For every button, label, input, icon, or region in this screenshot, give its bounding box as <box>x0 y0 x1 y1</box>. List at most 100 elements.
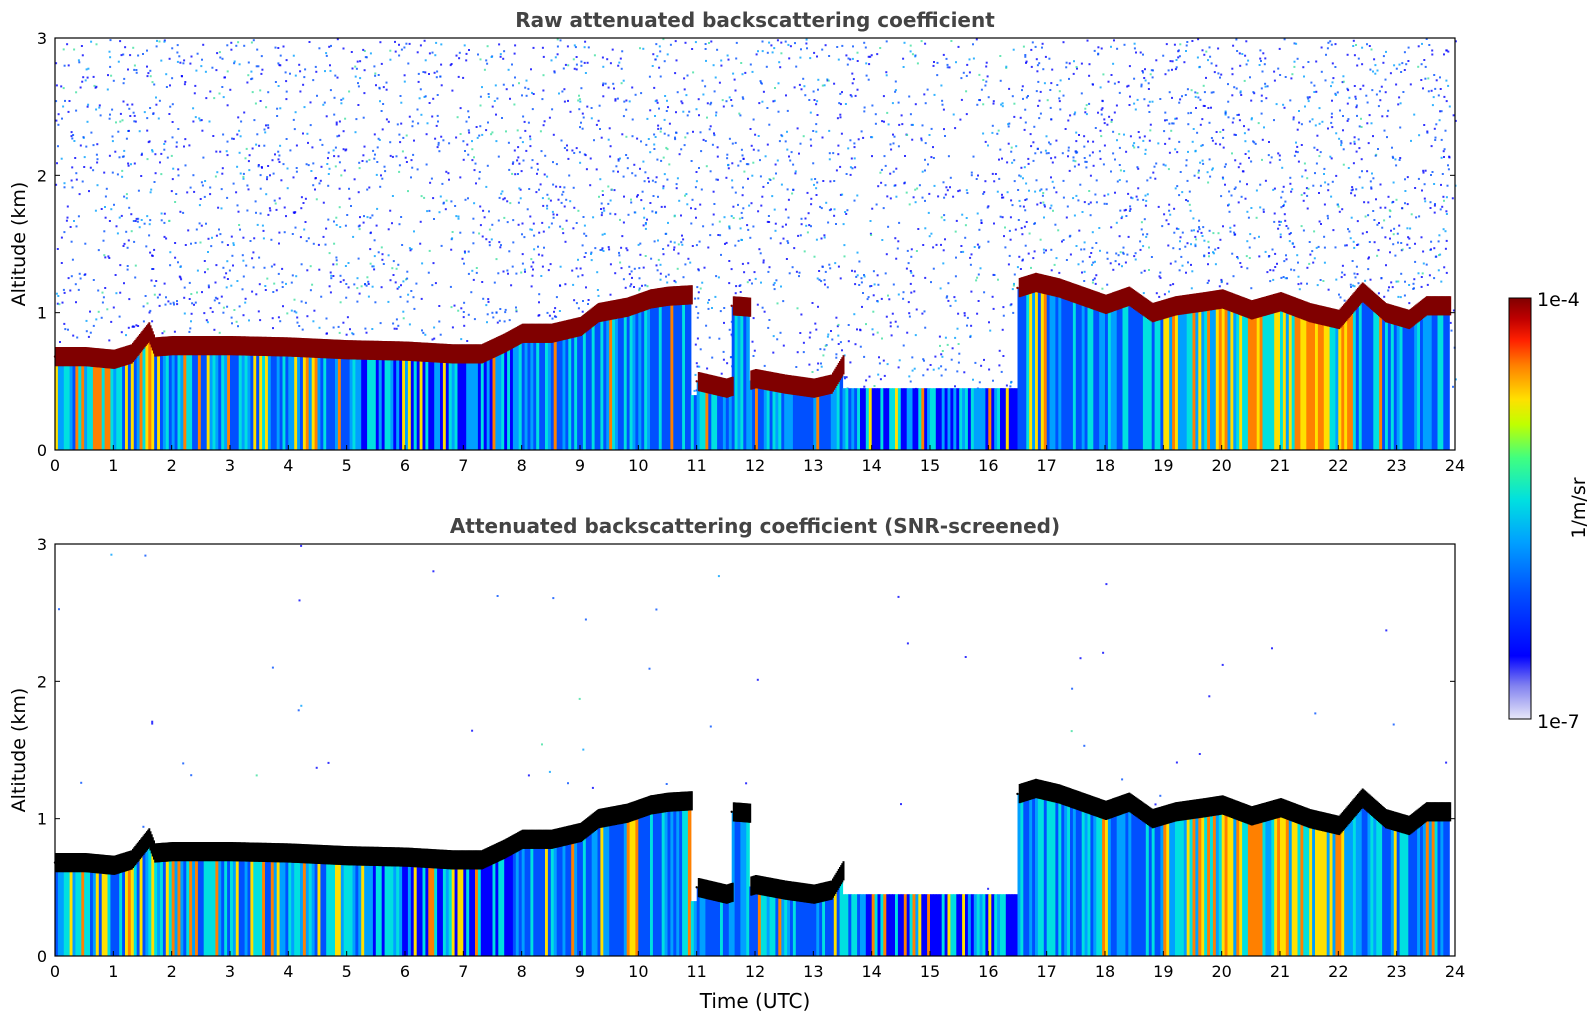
noise-dot <box>565 198 568 201</box>
noise-dot <box>628 265 631 268</box>
noise-dot <box>856 274 859 277</box>
noise-dot <box>942 108 945 111</box>
signal-column <box>1294 307 1299 450</box>
noise-dot <box>63 291 66 294</box>
noise-dot <box>1307 61 1310 63</box>
noise-dot <box>513 103 516 106</box>
noise-dot <box>1066 205 1069 208</box>
noise-dot <box>609 155 612 158</box>
noise-dot <box>1399 157 1402 159</box>
noise-dot <box>862 292 864 294</box>
noise-dot <box>669 43 672 46</box>
noise-dot <box>1042 192 1045 194</box>
cloud-layer-mark <box>163 336 166 356</box>
noise-dot <box>1260 100 1263 103</box>
noise-dot <box>794 172 797 175</box>
noise-dot <box>577 99 580 102</box>
noise-dot <box>1037 80 1040 83</box>
noise-dot <box>1265 97 1268 100</box>
noise-dot <box>488 210 490 213</box>
noise-dot <box>466 143 469 146</box>
noise-dot <box>1143 135 1146 138</box>
noise-dot <box>471 140 473 143</box>
noise-dot <box>602 84 604 87</box>
noise-dot <box>869 55 872 58</box>
noise-dot <box>422 331 425 334</box>
noise-dot <box>1129 135 1132 138</box>
noise-dot <box>673 241 676 244</box>
noise-dot <box>533 234 536 237</box>
noise-dot <box>1435 79 1438 82</box>
noise-dot <box>485 129 488 132</box>
noise-dot <box>841 44 844 47</box>
noise-dot <box>164 140 167 143</box>
noise-dot <box>1286 277 1288 280</box>
noise-dot <box>163 148 166 151</box>
noise-dot <box>1207 59 1209 62</box>
signal-column <box>897 388 902 450</box>
noise-dot <box>695 108 698 111</box>
noise-dot <box>95 108 98 111</box>
noise-dot <box>433 326 436 329</box>
noise-dot <box>1047 152 1050 155</box>
noise-dot <box>685 193 688 196</box>
noise-dot <box>694 297 697 300</box>
noise-dot <box>363 50 366 52</box>
noise-dot <box>187 229 190 232</box>
noise-dot <box>73 140 76 142</box>
noise-dot <box>1073 214 1076 217</box>
noise-dot <box>340 98 343 101</box>
noise-dot <box>1215 64 1218 67</box>
noise-dot <box>1128 104 1131 106</box>
noise-dot <box>972 378 974 381</box>
signal-column <box>454 353 459 450</box>
noise-dot <box>652 195 655 197</box>
noise-dot <box>160 152 163 155</box>
noise-dot <box>398 43 400 46</box>
noise-dot <box>739 284 742 287</box>
noise-dot <box>387 120 390 123</box>
noise-dot <box>735 41 738 44</box>
noise-dot <box>1128 210 1131 212</box>
noise-dot <box>1340 141 1343 144</box>
noise-dot <box>270 238 273 241</box>
signal-column <box>300 347 304 450</box>
noise-dot <box>1075 66 1078 68</box>
noise-dot <box>373 157 376 160</box>
noise-dot <box>1342 129 1344 132</box>
noise-dot <box>454 205 457 207</box>
noise-dot <box>886 111 889 114</box>
signal-column <box>985 388 989 450</box>
noise-dot <box>1058 271 1061 274</box>
noise-dot <box>1421 272 1424 275</box>
noise-dot <box>1298 110 1300 112</box>
noise-dot <box>215 150 218 153</box>
noise-dot <box>1187 261 1189 264</box>
noise-dot <box>1209 175 1212 178</box>
noise-dot <box>1207 107 1210 109</box>
noise-dot <box>655 264 658 267</box>
signal-column <box>871 388 876 450</box>
noise-dot <box>192 107 195 110</box>
signal-column <box>1023 286 1027 450</box>
noise-dot <box>1452 385 1454 388</box>
noise-dot <box>486 164 489 167</box>
noise-dot <box>435 124 438 127</box>
noise-dot <box>654 136 657 138</box>
cloud-layer-mark <box>233 336 236 356</box>
noise-dot <box>1009 216 1012 219</box>
noise-dot <box>1374 154 1377 157</box>
noise-dot <box>1330 43 1333 46</box>
noise-dot <box>155 280 158 282</box>
noise-dot <box>72 134 75 136</box>
noise-dot <box>1209 55 1212 58</box>
noise-dot <box>1342 115 1344 117</box>
noise-dot <box>1274 252 1277 255</box>
noise-dot <box>799 56 802 59</box>
noise-dot <box>1087 203 1090 206</box>
noise-dot <box>851 167 854 170</box>
noise-dot <box>656 269 659 272</box>
noise-dot <box>1439 208 1442 211</box>
noise-dot <box>183 286 186 289</box>
noise-dot <box>1270 156 1273 159</box>
